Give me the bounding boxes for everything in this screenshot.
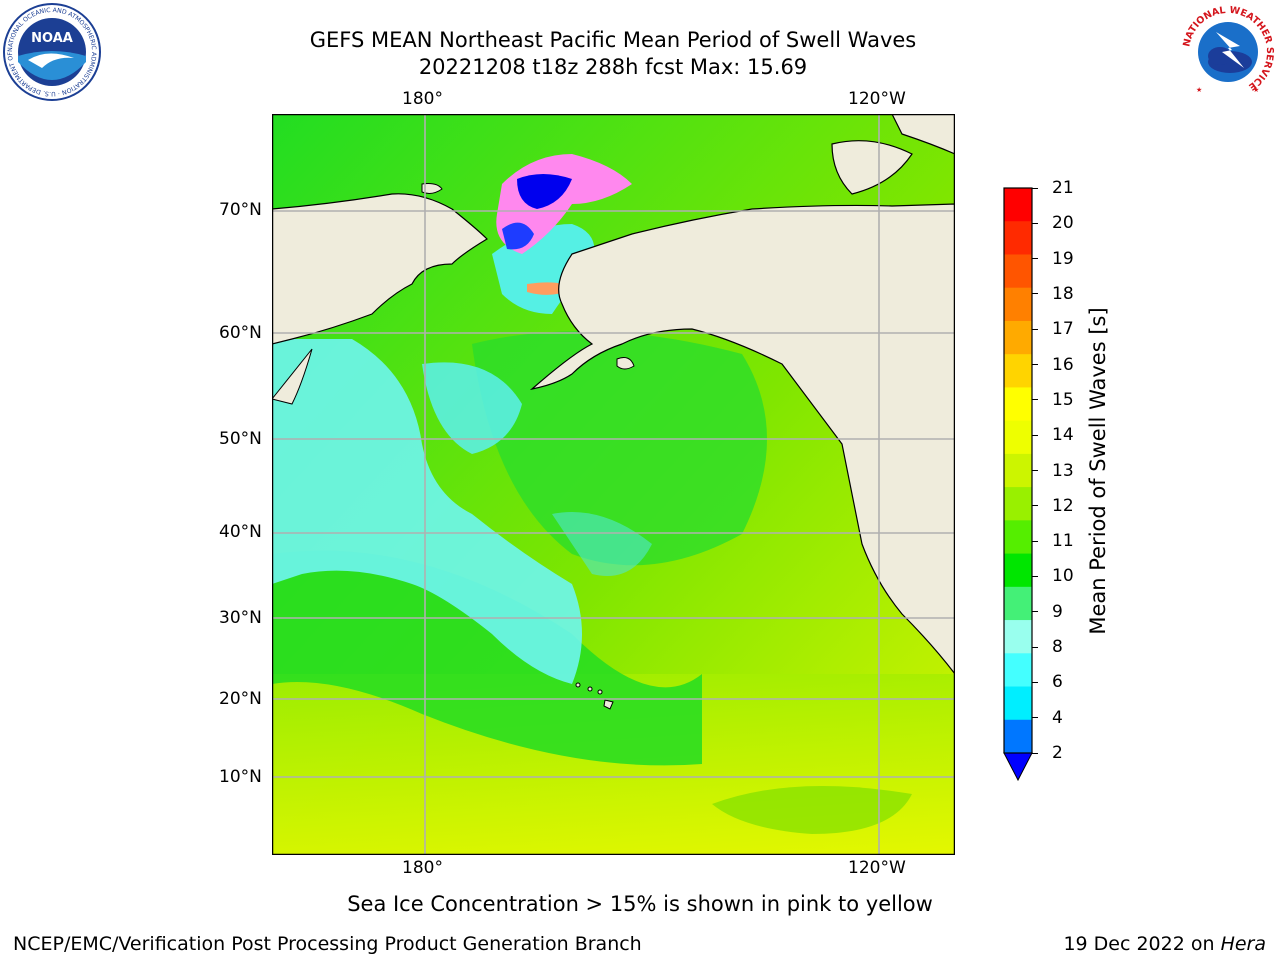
machine-name: Hera: [1220, 933, 1266, 955]
lon-label-top-120w: 120°W: [848, 89, 906, 109]
colorbar-tick-label: 17: [1052, 319, 1074, 340]
colorbar-block: [1004, 653, 1032, 688]
colorbar-block: [1004, 221, 1032, 255]
colorbar-block: [1004, 453, 1032, 488]
date-label: 19 Dec 2022 on: [1063, 933, 1221, 955]
colorbar-block: [1004, 254, 1032, 289]
credit-text: NCEP/EMC/Verification Post Processing Pr…: [13, 933, 642, 955]
lat-label-20n: 20°N: [219, 689, 262, 709]
colorbar-block: [1004, 287, 1032, 322]
colorbar-tick-mark: [1032, 364, 1038, 366]
lat-label-10n: 10°N: [219, 767, 262, 787]
nws-logo: NATIONAL WEATHER SERVICE ★ ★: [1180, 4, 1276, 100]
colorbar-block: [1004, 320, 1032, 355]
colorbar-tick-label: 20: [1052, 213, 1074, 234]
land-asia: [272, 193, 488, 345]
colorbar: [1003, 187, 1033, 782]
colorbar-tick-label: 13: [1052, 460, 1074, 481]
colorbar-tick-mark: [1032, 540, 1038, 542]
colorbar-block: [1004, 620, 1032, 654]
lon-label-bottom-120w: 120°W: [848, 858, 906, 878]
svg-text:★: ★: [1196, 86, 1202, 94]
colorbar-tick-label: 8: [1052, 637, 1063, 658]
colorbar-tick-mark: [1032, 611, 1038, 613]
colorbar-tick-label: 19: [1052, 248, 1074, 269]
colorbar-tick-mark: [1032, 222, 1038, 224]
colorbar-extend-arrow: [1003, 752, 1033, 782]
colorbar-tick-mark: [1032, 434, 1038, 436]
colorbar-tick-label: 16: [1052, 354, 1074, 375]
lat-label-60n: 60°N: [219, 323, 262, 343]
sea-ice-note: Sea Ice Concentration > 15% is shown in …: [347, 892, 933, 916]
colorbar-tick-label: 2: [1052, 743, 1063, 763]
lat-label-30n: 30°N: [219, 608, 262, 628]
colorbar-block: [1004, 188, 1032, 222]
colorbar-tick-mark: [1032, 752, 1038, 754]
colorbar-block: [1004, 586, 1032, 621]
colorbar-block: [1004, 487, 1032, 521]
map-panel: [272, 114, 955, 855]
date-text: 19 Dec 2022 on Hera: [1063, 933, 1266, 955]
colorbar-tick-mark: [1032, 717, 1038, 719]
colorbar-block: [1004, 553, 1032, 588]
colorbar-tick-mark: [1032, 646, 1038, 648]
lat-label-40n: 40°N: [219, 522, 262, 542]
land-north-america: [529, 203, 955, 855]
colorbar-tick-label: 10: [1052, 566, 1074, 587]
graticule: [272, 114, 955, 855]
lat-label-50n: 50°N: [219, 429, 262, 449]
colorbar-tick-mark: [1032, 187, 1038, 189]
colorbar-block: [1004, 686, 1032, 721]
colorbar-block: [1004, 719, 1032, 754]
colorbar-tick-label: 4: [1052, 707, 1063, 728]
colorbar-tick-mark: [1032, 328, 1038, 330]
colorbar-tick-mark: [1032, 399, 1038, 401]
lon-label-bottom-180: 180°: [402, 858, 443, 878]
colorbar-tick-label: 12: [1052, 495, 1074, 516]
map-title: GEFS MEAN Northeast Pacific Mean Period …: [309, 28, 917, 52]
colorbar-block: [1004, 420, 1032, 455]
colorbar-tick-label: 15: [1052, 389, 1074, 410]
colorbar-tick-mark: [1032, 681, 1038, 683]
low-period-area: [272, 339, 582, 684]
svg-text:★: ★: [1253, 86, 1259, 94]
colorbar-block: [1004, 387, 1032, 422]
colorbar-tick-label: 9: [1052, 601, 1063, 622]
colorbar-tick-mark: [1032, 470, 1038, 471]
noaa-logo: NATIONAL OCEANIC AND ATMOSPHERIC ADMINIS…: [2, 2, 101, 101]
colorbar-tick-mark: [1032, 505, 1038, 507]
colorbar-tick-label: 18: [1052, 283, 1074, 304]
colorbar-tick-mark: [1032, 258, 1038, 260]
colorbar-tick-label: 21: [1052, 178, 1074, 198]
lon-label-top-180: 180°: [402, 89, 443, 109]
colorbar-tick-label: 11: [1052, 531, 1074, 552]
map-subtitle: 20221208 t18z 288h fcst Max: 15.69: [418, 55, 808, 79]
lat-label-70n: 70°N: [219, 200, 262, 220]
colorbar-label: Mean Period of Swell Waves [s]: [1086, 307, 1110, 635]
colorbar-tick-mark: [1032, 575, 1038, 577]
colorbar-tick-mark: [1032, 293, 1038, 295]
colorbar-tick-label: 14: [1052, 425, 1074, 446]
colorbar-tick-label: 6: [1052, 672, 1063, 693]
colorbar-block: [1004, 354, 1032, 388]
noaa-text: NOAA: [31, 31, 73, 46]
colorbar-block: [1004, 520, 1032, 555]
